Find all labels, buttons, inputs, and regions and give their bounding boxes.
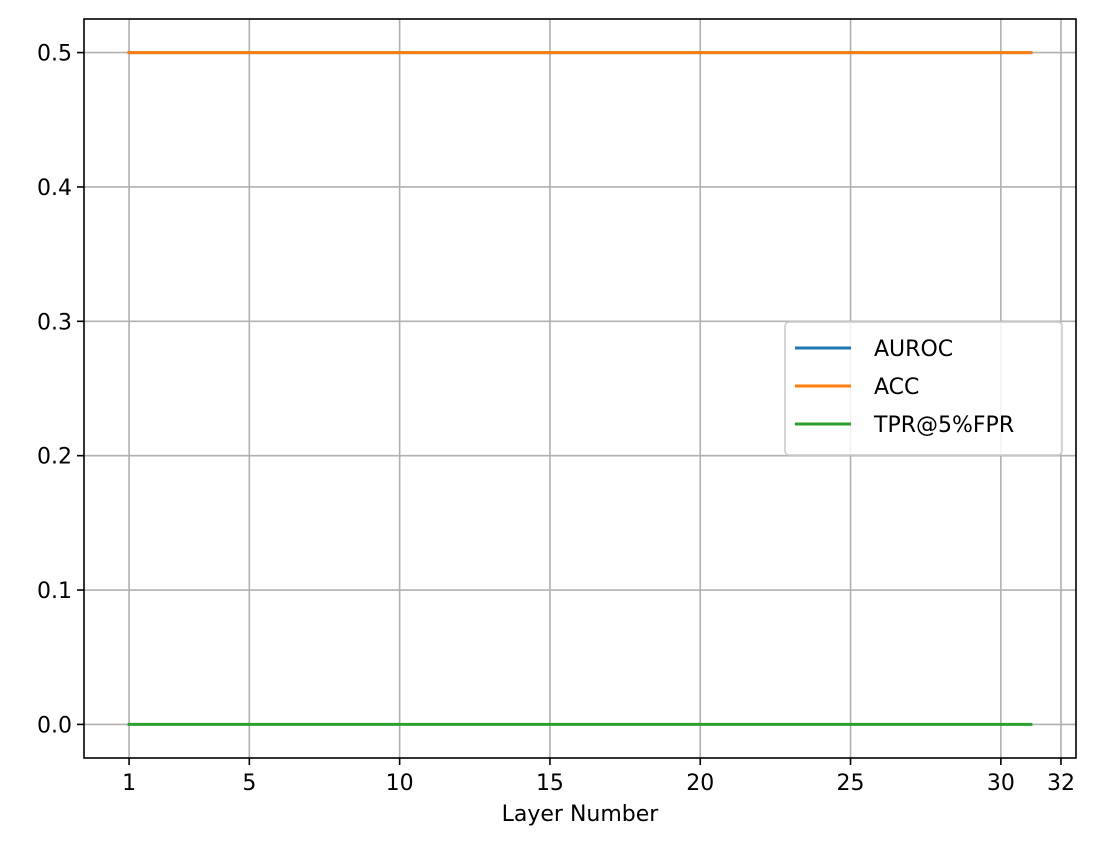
series-lines [127,51,1033,726]
y-tick-label: 0.5 [37,42,72,67]
plot-frame [83,18,1077,759]
y-tick-label: 0.4 [37,176,72,201]
x-tick-label: 32 [1047,771,1075,796]
x-tick-label: 20 [686,771,714,796]
y-tick-label: 0.2 [37,445,72,470]
x-tick-label: 5 [242,771,256,796]
y-tick-label: 0.1 [37,579,72,604]
legend-label: ACC [874,375,919,400]
y-axis-ticks: 0.0 0.1 0.2 0.3 0.4 0.5 [37,42,84,738]
legend-label: AUROC [874,337,953,362]
x-tick-label: 1 [122,771,136,796]
legend-label: TPR@5%FPR [873,413,1014,438]
x-tick-label: 15 [536,771,564,796]
x-axis-label: Layer Number [502,802,660,827]
y-tick-label: 0.0 [37,713,72,738]
y-tick-label: 0.3 [37,310,72,335]
x-axis-ticks: 1 5 10 15 20 25 30 32 [122,758,1075,796]
legend-box [784,321,1063,456]
x-tick-label: 25 [837,771,865,796]
legend: AUROC ACC TPR@5%FPR [784,321,1063,456]
x-tick-label: 10 [386,771,414,796]
x-tick-label: 30 [987,771,1015,796]
